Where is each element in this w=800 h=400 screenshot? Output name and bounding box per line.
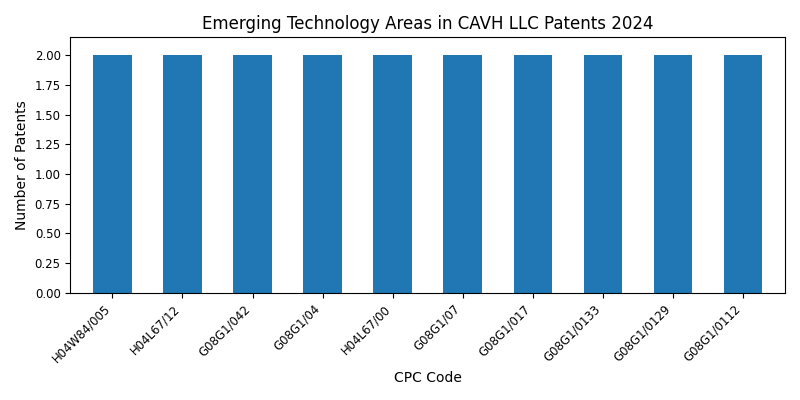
Bar bbox=[724, 55, 762, 293]
Title: Emerging Technology Areas in CAVH LLC Patents 2024: Emerging Technology Areas in CAVH LLC Pa… bbox=[202, 15, 654, 33]
Bar bbox=[163, 55, 202, 293]
Bar bbox=[654, 55, 692, 293]
Bar bbox=[93, 55, 132, 293]
Bar bbox=[443, 55, 482, 293]
Bar bbox=[514, 55, 552, 293]
Y-axis label: Number of Patents: Number of Patents bbox=[15, 100, 29, 230]
X-axis label: CPC Code: CPC Code bbox=[394, 371, 462, 385]
Bar bbox=[374, 55, 412, 293]
Bar bbox=[303, 55, 342, 293]
Bar bbox=[583, 55, 622, 293]
Bar bbox=[234, 55, 272, 293]
